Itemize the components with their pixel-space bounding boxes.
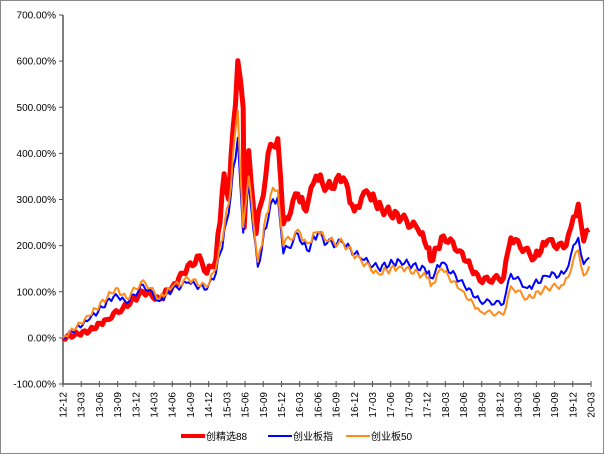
y-axis: -100.00% 0.00% 100.00% 200.00% 300.00% 400.00… (13, 11, 64, 391)
x-tick-label: 13-09 (113, 392, 124, 418)
x-tick-label: 19-09 (550, 392, 561, 418)
x-tick-label: 14-09 (186, 392, 197, 418)
y-tick-label: 100.00% (17, 287, 57, 298)
x-tick-label: 18-06 (459, 392, 470, 418)
x-tick-label: 14-03 (150, 392, 161, 418)
x-axis: 12-12 13-03 13-06 13-09 13-12 14-03 14-06 14-09… (59, 381, 598, 418)
x-tick-label: 19-12 (568, 392, 579, 418)
series-line-0 (61, 58, 591, 342)
x-tick-label: 18-03 (441, 392, 452, 418)
x-tick-label: 13-12 (131, 392, 142, 418)
x-tick-label: 15-09 (259, 392, 270, 418)
y-tick-label: 0.00% (28, 333, 56, 344)
y-tick-label: 600.00% (17, 57, 57, 68)
legend-label-2: 创业板50 (371, 430, 413, 443)
x-tick-label: 18-12 (495, 392, 506, 418)
x-tick-label: 16-06 (313, 392, 324, 418)
legend-label-1: 创业板指 (293, 430, 333, 443)
series-line-2 (62, 109, 591, 339)
x-tick-label: 18-09 (477, 392, 488, 418)
x-tick-label: 15-06 (241, 392, 252, 418)
x-tick-label: 17-06 (386, 392, 397, 418)
legend-label-0: 创精选88 (206, 430, 248, 443)
y-tick-label: 700.00% (17, 11, 57, 22)
series-lines (61, 58, 591, 342)
x-tick-label: 17-12 (423, 392, 434, 418)
x-tick-label: 17-03 (368, 392, 379, 418)
y-tick-label: 500.00% (17, 103, 57, 114)
y-tick-label: 400.00% (17, 149, 57, 160)
series-line-1 (62, 136, 590, 339)
x-tick-label: 15-03 (222, 392, 233, 418)
x-tick-label: 15-12 (277, 392, 288, 418)
x-tick-label: 16-12 (350, 392, 361, 418)
legend: 创精选88 创业板指 创业板50 (181, 430, 413, 443)
x-tick-label: 20-03 (587, 392, 598, 418)
x-tick-label: 17-09 (404, 392, 415, 418)
y-tick-label: 300.00% (17, 195, 57, 206)
x-tick-label: 14-12 (204, 392, 215, 418)
x-tick-label: 13-06 (95, 392, 106, 418)
x-tick-label: 13-03 (77, 392, 88, 418)
x-tick-label: 19-06 (532, 392, 543, 418)
x-tick-label: 16-03 (295, 392, 306, 418)
y-tick-label: -100.00% (13, 380, 56, 391)
x-tick-label: 16-09 (332, 392, 343, 418)
x-tick-label: 14-06 (168, 392, 179, 418)
y-tick-label: 200.00% (17, 241, 57, 252)
x-tick-label: 19-03 (514, 392, 525, 418)
x-tick-label: 12-12 (59, 392, 70, 418)
